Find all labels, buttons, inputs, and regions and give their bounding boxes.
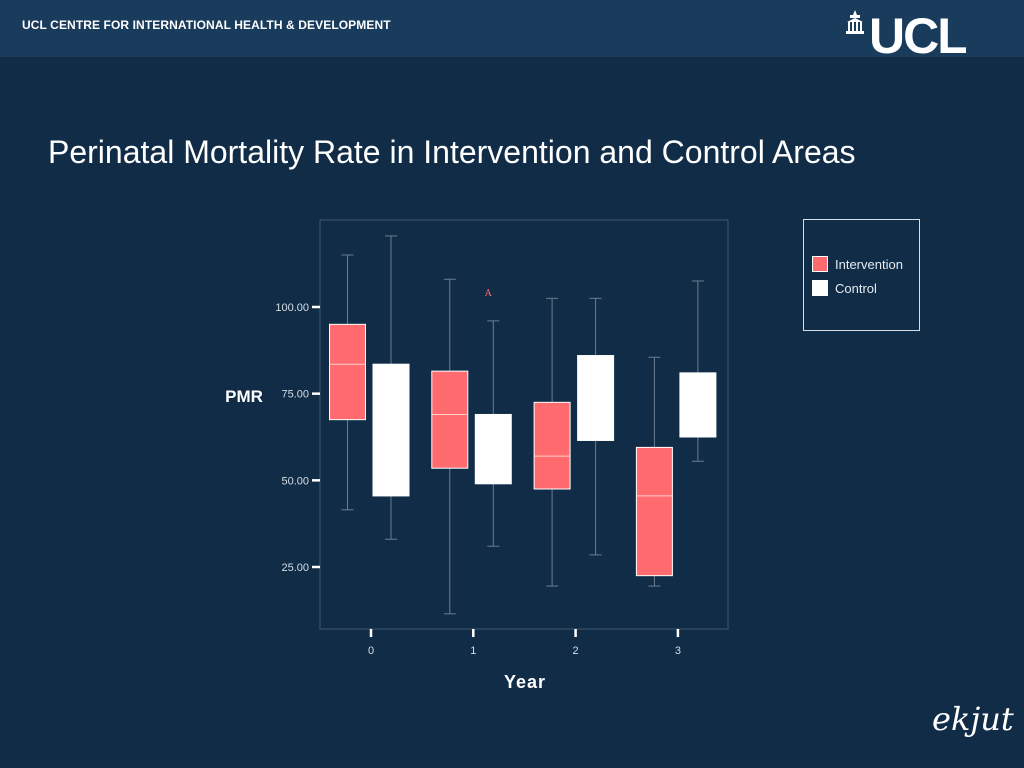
y-tick-label: 75.00	[281, 389, 309, 401]
org-name: UCL CENTRE FOR INTERNATIONAL HEALTH & DE…	[22, 18, 391, 32]
box-intervention-2	[533, 297, 571, 587]
x-tick-label: 2	[573, 645, 579, 657]
x-axis-label: Year	[504, 672, 546, 692]
iqr-box-control-3	[679, 372, 717, 438]
box-intervention-0	[329, 254, 366, 511]
y-tick-label: 100.00	[275, 302, 309, 314]
box-control-1	[474, 320, 512, 547]
plot-area	[319, 219, 729, 630]
x-tick-label: 3	[675, 645, 681, 657]
y-axis-label: PMR	[225, 387, 263, 406]
box-intervention-1	[431, 278, 469, 615]
y-tick-label: 50.00	[281, 475, 309, 487]
iqr-box-intervention-1	[431, 370, 469, 469]
x-tick-label: 1	[470, 645, 476, 657]
iqr-box-intervention-3	[635, 446, 673, 577]
header-bar: UCL CENTRE FOR INTERNATIONAL HEALTH & DE…	[0, 0, 1024, 58]
logo-text: UCL	[869, 14, 966, 58]
legend-item-intervention: Intervention	[812, 256, 903, 272]
iqr-box-intervention-0	[329, 323, 366, 421]
iqr-box-control-0	[372, 363, 410, 497]
legend-swatch-control	[812, 280, 828, 296]
slide-title: Perinatal Mortality Rate in Intervention…	[48, 134, 856, 171]
legend-label-intervention: Intervention	[835, 256, 903, 272]
portico-icon	[846, 10, 864, 34]
ekjut-logo: ekjut	[932, 700, 1014, 738]
box-control-2	[577, 297, 615, 556]
x-tick-label: 0	[368, 645, 374, 657]
legend-swatch-intervention	[812, 256, 828, 272]
outlier-annotation: A	[484, 289, 492, 299]
iqr-box-control-1	[474, 413, 512, 485]
box-control-3	[679, 280, 717, 462]
y-tick-label: 25.00	[281, 562, 309, 574]
legend-item-control: Control	[812, 280, 877, 296]
box-control-0	[372, 235, 410, 540]
box-intervention-3	[635, 356, 673, 587]
iqr-box-intervention-2	[533, 401, 571, 490]
iqr-box-control-2	[577, 355, 615, 441]
chart-legend: Intervention Control	[803, 219, 920, 331]
ucl-logo: UCL	[846, 10, 966, 58]
legend-label-control: Control	[835, 280, 877, 296]
